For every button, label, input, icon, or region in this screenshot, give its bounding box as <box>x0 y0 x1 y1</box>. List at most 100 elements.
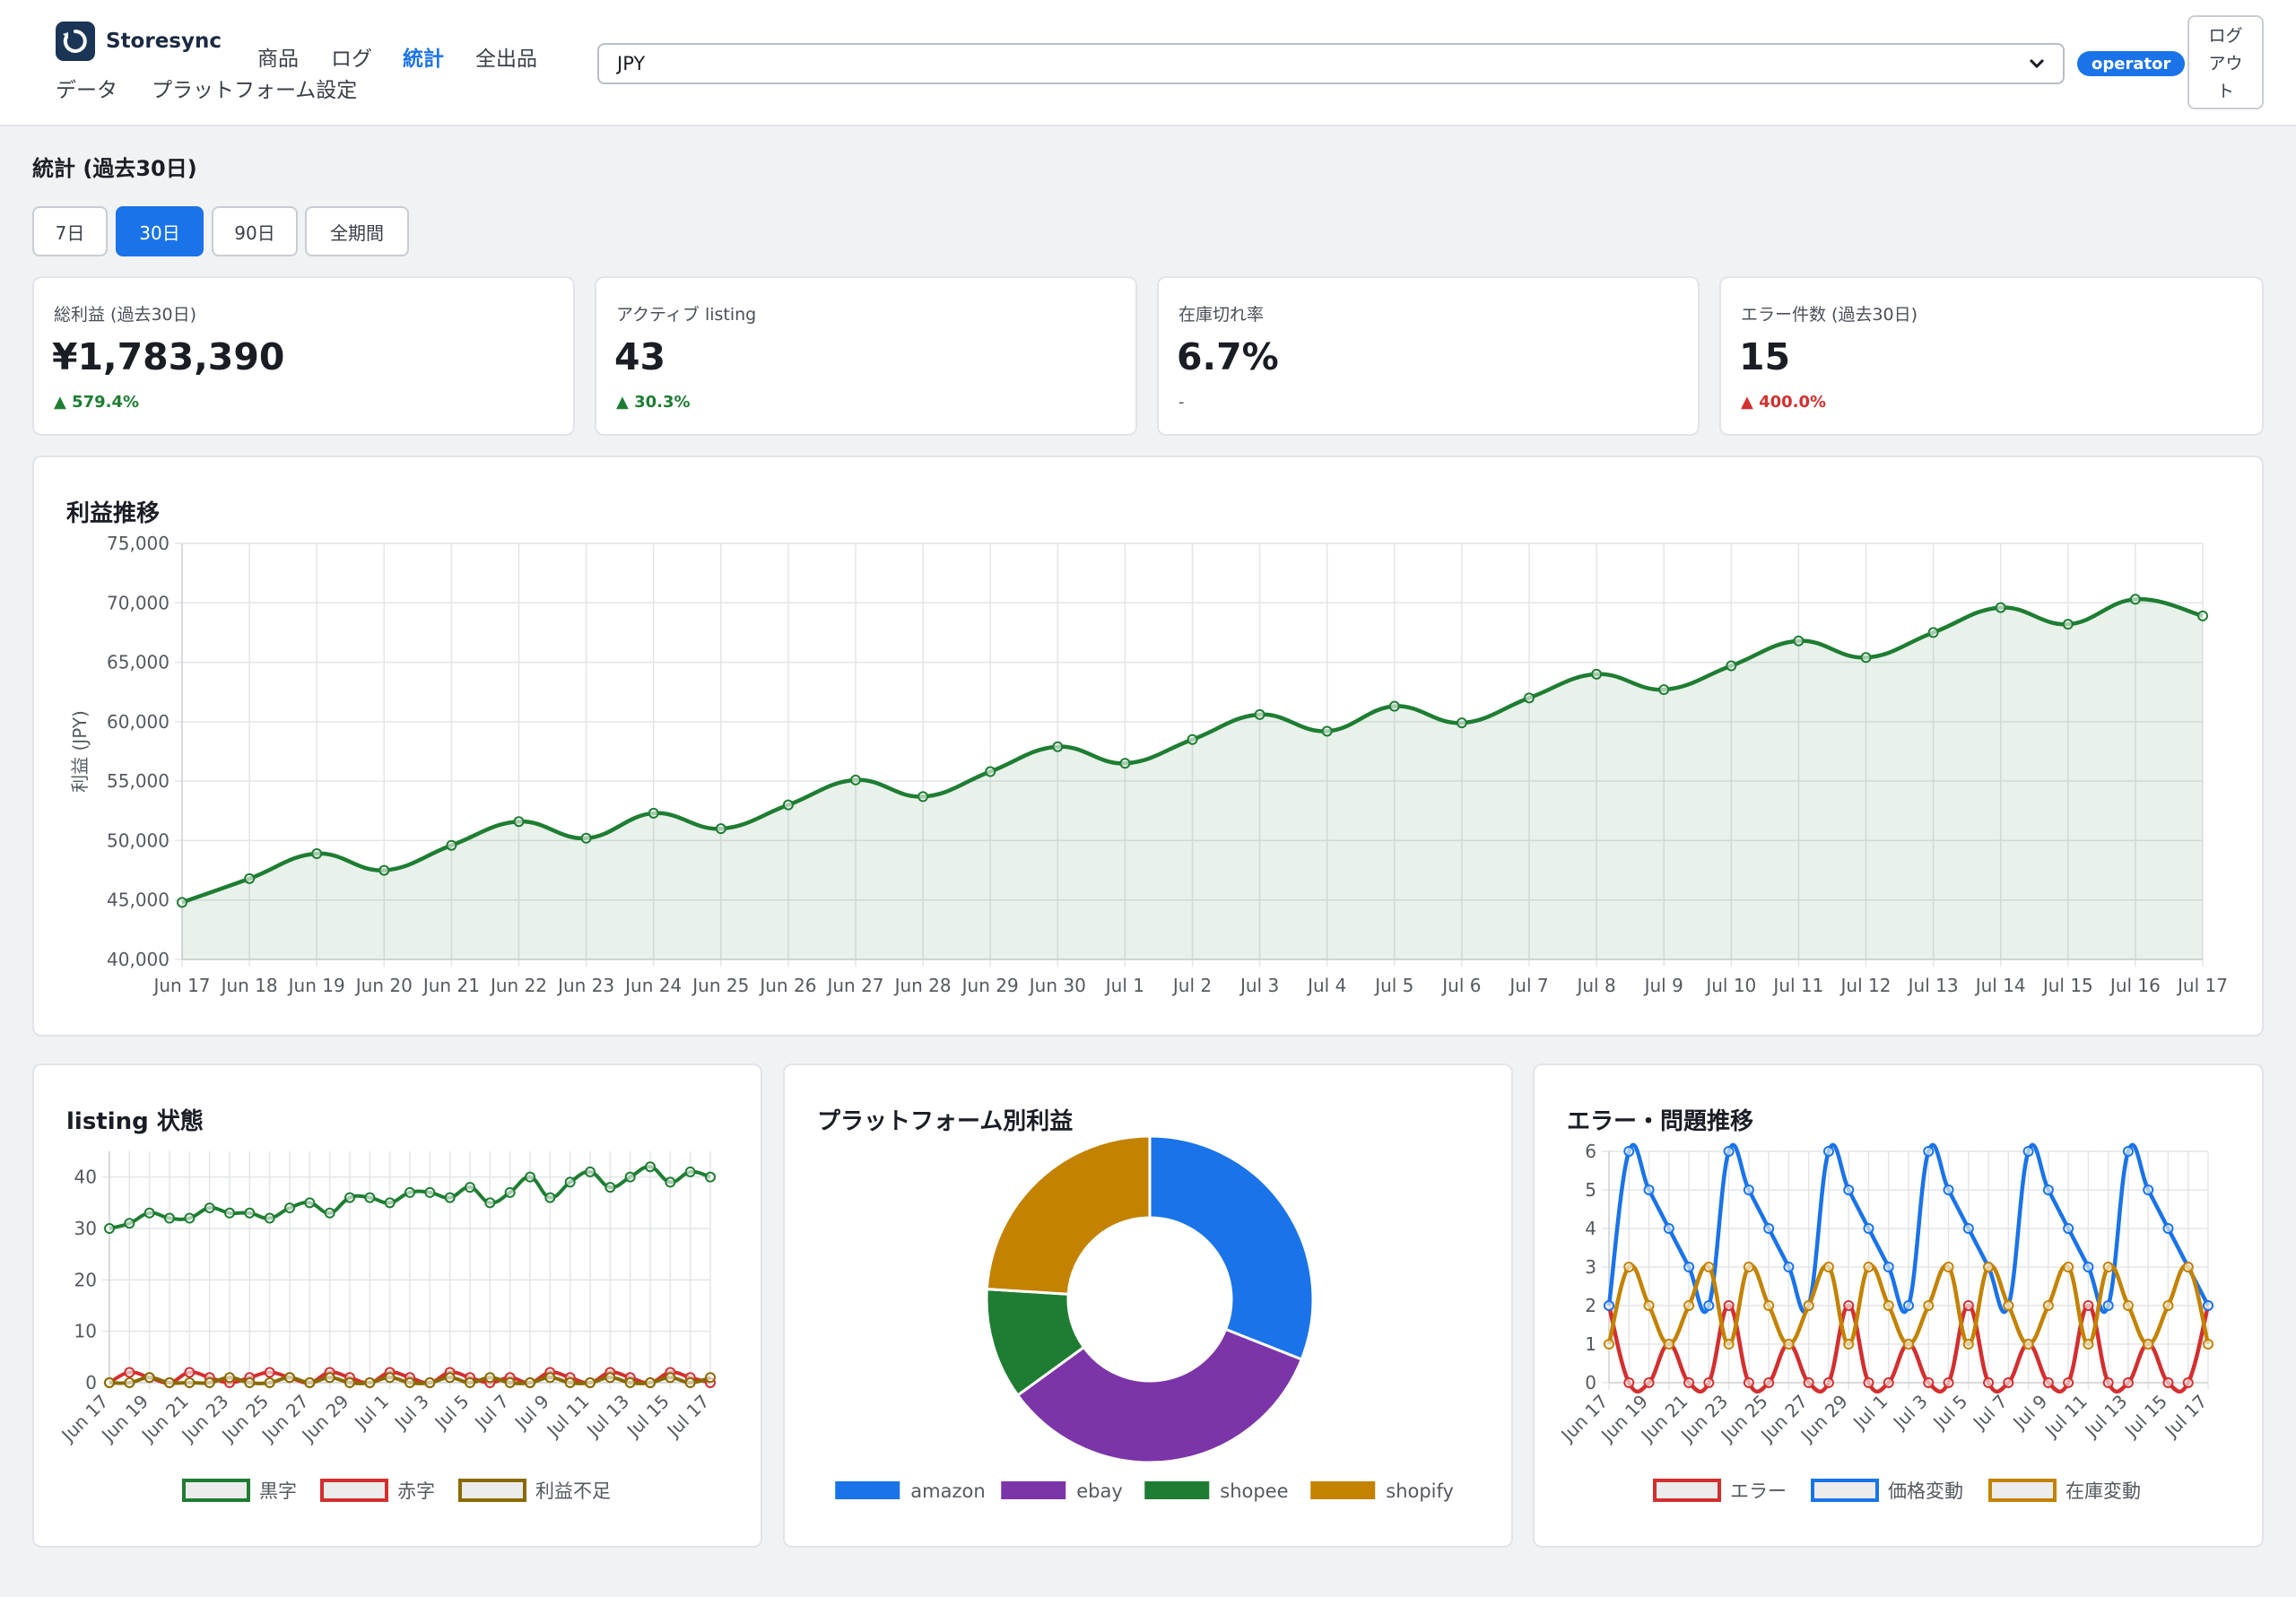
nav-platform-settings[interactable]: プラットフォーム設定 <box>152 79 358 102</box>
data-point <box>1683 1262 1695 1272</box>
data-point <box>2083 1339 2094 1350</box>
data-point <box>2102 1377 2114 1388</box>
nav-all-listings[interactable]: 全出品 <box>475 48 537 71</box>
data-point <box>544 1192 556 1203</box>
data-point <box>585 1377 596 1388</box>
legend-label: 赤字 <box>397 1480 435 1502</box>
data-point <box>1683 1377 1695 1388</box>
range-30d-button[interactable]: 30日 <box>116 206 204 256</box>
page-title: 統計 (過去30日) <box>32 156 197 181</box>
data-point <box>344 1377 355 1388</box>
data-point <box>1623 1146 1635 1157</box>
data-point <box>1321 725 1333 737</box>
data-point <box>1683 1300 1695 1311</box>
brand[interactable]: Storesync <box>56 22 222 61</box>
data-point <box>204 1377 215 1388</box>
x-tick-label: Jun 24 <box>623 975 682 996</box>
currency-select[interactable]: JPY <box>597 43 2065 84</box>
legend-swatch <box>1988 1479 2057 1502</box>
range-90d-button[interactable]: 90日 <box>212 206 298 256</box>
data-point <box>164 1212 175 1224</box>
data-point <box>404 1186 415 1198</box>
data-point <box>2062 619 2074 630</box>
data-point <box>1743 1262 1754 1272</box>
nav-data[interactable]: データ <box>56 79 117 102</box>
range-all-button[interactable]: 全期間 <box>305 206 409 256</box>
data-point <box>1822 1262 1834 1272</box>
x-tick-label: Jul 11 <box>542 1391 594 1443</box>
data-point <box>2182 1262 2194 1272</box>
data-point <box>364 1377 376 1388</box>
data-point <box>1723 1146 1735 1157</box>
y-tick-label: 45,000 <box>107 890 170 911</box>
x-tick-label: Jul 17 <box>2160 1391 2212 1443</box>
data-point <box>2143 1339 2154 1350</box>
x-tick-label: Jul 3 <box>389 1391 433 1435</box>
kpi-label: アクティブ listing <box>616 305 757 325</box>
data-point <box>124 1218 135 1229</box>
data-point <box>1863 1223 1874 1234</box>
legend-label: amazon <box>910 1480 985 1502</box>
data-point <box>2042 1300 2054 1311</box>
storesync-logo-icon <box>56 22 95 61</box>
x-tick-label: Jul 3 <box>1239 975 1279 996</box>
legend-label: エラー <box>1730 1480 1787 1502</box>
data-point <box>1763 1223 1775 1234</box>
legend-swatch <box>1811 1479 1879 1502</box>
legend-swatch <box>1144 1481 1210 1499</box>
data-point <box>104 1223 115 1234</box>
x-tick-label: Jun 22 <box>489 975 547 996</box>
logout-label-line: アウ <box>2208 54 2243 74</box>
kpi-card-error-count: エラー件数 (過去30日) 15 ▲ 400.0% <box>1719 276 2264 436</box>
data-point <box>404 1377 415 1388</box>
legend-swatch <box>835 1481 900 1499</box>
data-point <box>1843 1339 1855 1350</box>
doughnut-slice <box>985 1134 1152 1296</box>
legend-label: shopify <box>1386 1480 1454 1502</box>
data-point <box>384 1372 396 1384</box>
legend-label: 利益不足 <box>535 1480 611 1502</box>
data-point <box>184 1212 196 1224</box>
data-point <box>164 1377 175 1388</box>
data-point <box>665 1372 676 1384</box>
x-tick-label: Jul 5 <box>1373 975 1413 996</box>
nav-logs[interactable]: ログ <box>331 48 372 71</box>
data-point <box>244 1377 256 1388</box>
nav-products[interactable]: 商品 <box>257 48 299 71</box>
x-tick-label: Jul 6 <box>1440 975 1481 996</box>
nav-stats[interactable]: 統計 <box>403 48 444 71</box>
error-trend-card: エラー・問題推移 0 1 2 3 4 5 6 Jun 17 Jun 19 Jun 21 Jun 23… <box>1533 1063 2264 1548</box>
triangle-up-icon: ▲ <box>616 393 635 412</box>
x-tick-label: Jun 20 <box>354 975 413 996</box>
data-point <box>684 1166 696 1177</box>
data-point <box>525 1377 535 1388</box>
profit-trend-chart: 40,000 45,000 50,000 55,000 60,000 65,000 70,0… <box>69 533 2228 996</box>
data-point <box>1923 1146 1935 1157</box>
y-tick-label: 40,000 <box>107 949 170 970</box>
y-tick-label: 75,000 <box>107 533 170 554</box>
kpi-label: 総利益 (過去30日) <box>54 305 197 325</box>
range-7d-button[interactable]: 7日 <box>32 206 108 256</box>
data-point <box>284 1372 295 1384</box>
x-tick-label: Jun 28 <box>893 975 952 996</box>
kpi-delta: ▲ 30.3% <box>616 393 691 412</box>
x-tick-label: Jun 19 <box>287 975 345 996</box>
profit-trend-card: 利益推移 40,000 45,000 50,000 55,000 60,000 65,00… <box>32 456 2264 1037</box>
kpi-value: ¥1,783,390 <box>52 335 285 378</box>
data-point <box>2003 1300 2014 1311</box>
data-point <box>484 1372 496 1384</box>
legend-swatch <box>182 1479 250 1502</box>
data-point <box>1763 1377 1775 1388</box>
x-tick-label: Jul 7 <box>1968 1391 2012 1435</box>
data-point <box>918 791 929 803</box>
logout-button[interactable]: ログ アウ ト <box>2187 15 2264 109</box>
data-point <box>1883 1377 1894 1388</box>
y-tick-label: 1 <box>1585 1333 1596 1355</box>
data-point <box>1663 1339 1674 1350</box>
brand-name: Storesync <box>106 30 222 53</box>
y-tick-label: 6 <box>1585 1141 1596 1162</box>
data-point <box>184 1367 196 1378</box>
x-tick-label: Jun 23 <box>556 975 614 996</box>
x-tick-label: Jul 1 <box>1848 1391 1892 1435</box>
